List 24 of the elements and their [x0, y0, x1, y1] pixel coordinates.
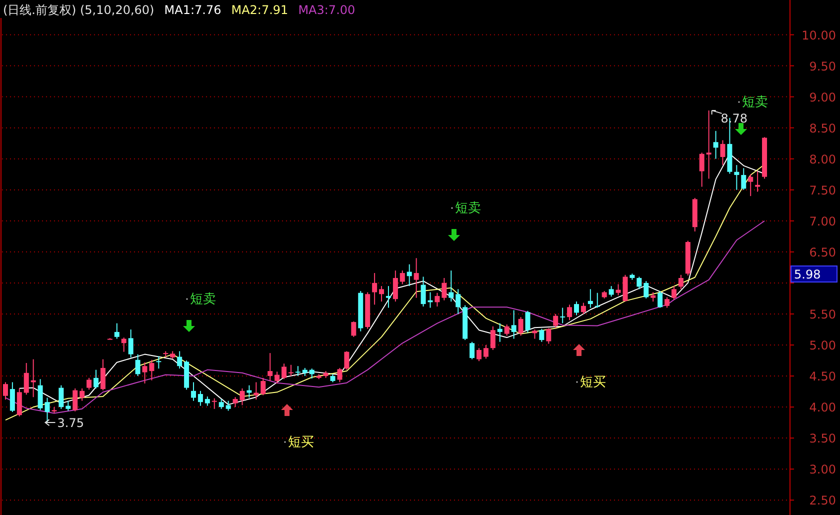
- y-tick-label: 6.50: [809, 245, 836, 260]
- y-tick-label: 5.50: [809, 307, 836, 322]
- y-tick-label: 2.50: [809, 494, 836, 508]
- y-tick-label: 9.00: [809, 90, 836, 104]
- y-tick-label: 5.00: [809, 338, 836, 352]
- y-tick-label: 4.50: [809, 370, 836, 384]
- y-tick-label: 7.00: [809, 214, 836, 228]
- y-tick-label: 10.00: [802, 28, 836, 42]
- annotation: 短卖: [455, 201, 481, 216]
- annotation: 短买: [288, 435, 314, 450]
- annotation: 短买: [580, 375, 606, 390]
- text: 5.98: [794, 268, 821, 282]
- y-tick-label: 9.50: [809, 59, 836, 74]
- y-tick-label: 3.00: [809, 462, 836, 477]
- y-tick-label: 8.00: [809, 152, 836, 166]
- annotation: 3.75: [57, 416, 84, 430]
- chart-title: (日线.前复权) (5,10,20,60): [3, 3, 154, 17]
- y-tick-label: 7.50: [809, 183, 836, 198]
- y-tick-label: 8.50: [809, 121, 836, 136]
- annotation: 短卖: [742, 95, 768, 110]
- annotation: 8.78: [720, 111, 748, 126]
- y-tick-label: 3.50: [809, 432, 836, 446]
- annotation: 短卖: [190, 292, 216, 307]
- y-tick-label: 4.00: [809, 400, 836, 415]
